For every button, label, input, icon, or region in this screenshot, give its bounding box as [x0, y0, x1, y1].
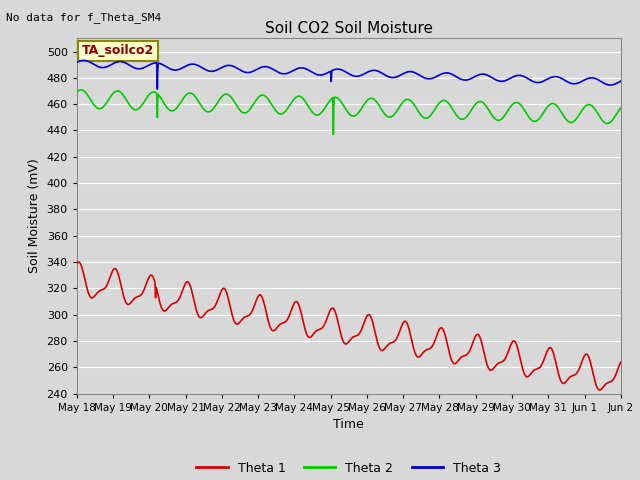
Legend: Theta 1, Theta 2, Theta 3: Theta 1, Theta 2, Theta 3 [191, 456, 506, 480]
Text: No data for f_Theta_SM4: No data for f_Theta_SM4 [6, 12, 162, 23]
X-axis label: Time: Time [333, 418, 364, 431]
Text: TA_soilco2: TA_soilco2 [82, 44, 154, 58]
Y-axis label: Soil Moisture (mV): Soil Moisture (mV) [28, 158, 41, 274]
Title: Soil CO2 Soil Moisture: Soil CO2 Soil Moisture [265, 21, 433, 36]
